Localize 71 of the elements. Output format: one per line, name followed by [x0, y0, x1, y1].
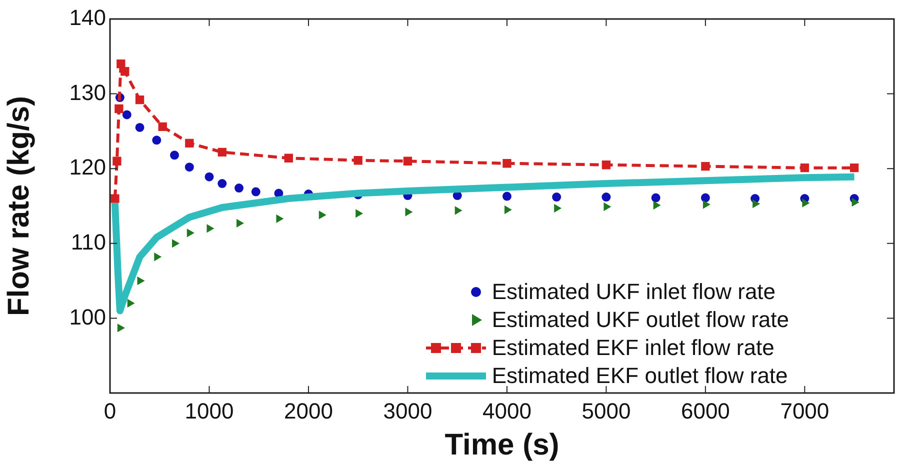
point: [204, 172, 214, 182]
legend-label: Estimated UKF outlet flow rate: [492, 307, 789, 333]
point: [702, 200, 710, 208]
point: [354, 156, 362, 165]
point: [184, 162, 194, 172]
point: [218, 179, 227, 188]
point: [234, 184, 244, 193]
y-tick-label: 110: [70, 229, 106, 254]
legend-label: Estimated EKF outlet flow rate: [492, 363, 788, 389]
point: [137, 276, 144, 285]
point: [852, 198, 859, 206]
legend-label: Estimated UKF inlet flow rate: [492, 279, 776, 305]
x-tick-label: 6000: [680, 398, 730, 424]
y-tick-label: 100: [69, 304, 106, 330]
point: [135, 95, 144, 104]
y-tick-label: 140: [69, 5, 106, 30]
x-tick-label: 5000: [582, 398, 631, 424]
point: [172, 239, 180, 248]
point: [135, 122, 144, 132]
point: [170, 150, 180, 160]
point: [800, 164, 810, 172]
point: [604, 202, 611, 211]
point: [206, 224, 214, 232]
x-axis-title: Time (s): [444, 428, 560, 462]
point: [700, 193, 710, 202]
point: [602, 160, 611, 170]
point: [403, 156, 412, 166]
point: [120, 67, 130, 76]
point: [127, 299, 134, 308]
point: [186, 228, 194, 237]
point: [110, 194, 120, 203]
point: [185, 138, 194, 148]
point: [284, 154, 293, 162]
y-axis-title: Flow rate (kg/s): [2, 96, 36, 316]
point: [554, 204, 562, 212]
point: [218, 148, 226, 156]
point: [251, 187, 260, 196]
y-tick-label: 120: [69, 154, 106, 180]
x-tick-label: 4000: [482, 398, 532, 424]
point: [405, 208, 412, 216]
legend-label: Estimated EKF inlet flow rate: [492, 335, 774, 361]
point: [504, 206, 512, 214]
point: [236, 219, 244, 228]
point: [552, 192, 562, 202]
point: [454, 206, 462, 214]
point: [653, 201, 660, 210]
x-tick-label: 0: [104, 398, 116, 424]
point: [502, 159, 512, 168]
point: [112, 156, 122, 166]
point: [158, 122, 167, 132]
point: [152, 136, 162, 145]
x-tick-label: 2000: [284, 398, 333, 424]
point: [850, 164, 859, 172]
point: [651, 193, 660, 202]
x-tick-label: 1000: [184, 398, 234, 424]
point: [117, 324, 124, 332]
x-tick-label: 3000: [383, 398, 432, 424]
point: [276, 214, 284, 223]
point: [114, 104, 124, 114]
point: [318, 211, 326, 219]
y-tick-label: 130: [69, 80, 106, 105]
x-tick-label: 7000: [780, 398, 830, 424]
point: [802, 199, 810, 207]
point: [116, 60, 126, 68]
point: [154, 252, 162, 261]
point: [356, 210, 363, 218]
point: [602, 192, 611, 202]
point: [502, 192, 512, 201]
point: [122, 110, 132, 120]
point: [752, 200, 760, 208]
point: [701, 162, 710, 171]
